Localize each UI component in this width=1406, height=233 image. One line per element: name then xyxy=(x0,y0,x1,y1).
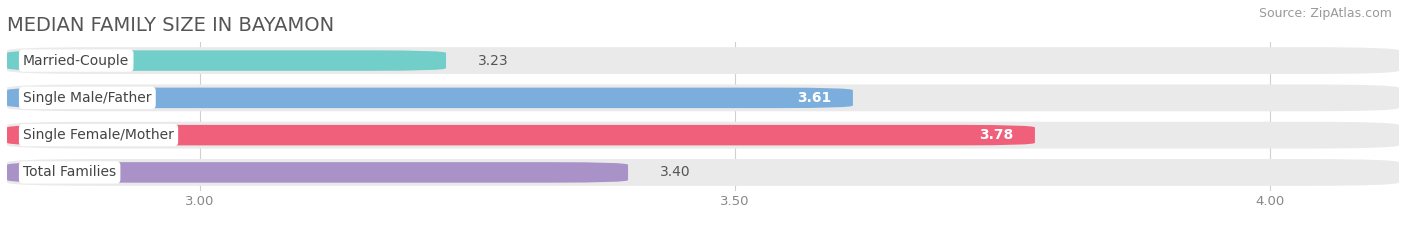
FancyBboxPatch shape xyxy=(7,88,853,108)
Text: 3.78: 3.78 xyxy=(979,128,1014,142)
FancyBboxPatch shape xyxy=(7,159,1399,186)
Text: 3.23: 3.23 xyxy=(478,54,509,68)
FancyBboxPatch shape xyxy=(7,84,1399,111)
FancyBboxPatch shape xyxy=(7,50,446,71)
Text: 3.40: 3.40 xyxy=(661,165,690,179)
FancyBboxPatch shape xyxy=(7,122,1399,149)
FancyBboxPatch shape xyxy=(7,47,1399,74)
Text: Single Female/Mother: Single Female/Mother xyxy=(22,128,174,142)
FancyBboxPatch shape xyxy=(7,125,1035,145)
Text: Total Families: Total Families xyxy=(22,165,117,179)
Text: Source: ZipAtlas.com: Source: ZipAtlas.com xyxy=(1258,7,1392,20)
Text: Married-Couple: Married-Couple xyxy=(22,54,129,68)
Text: MEDIAN FAMILY SIZE IN BAYAMON: MEDIAN FAMILY SIZE IN BAYAMON xyxy=(7,16,335,35)
FancyBboxPatch shape xyxy=(7,162,628,183)
Text: Single Male/Father: Single Male/Father xyxy=(22,91,152,105)
Text: 3.61: 3.61 xyxy=(797,91,831,105)
